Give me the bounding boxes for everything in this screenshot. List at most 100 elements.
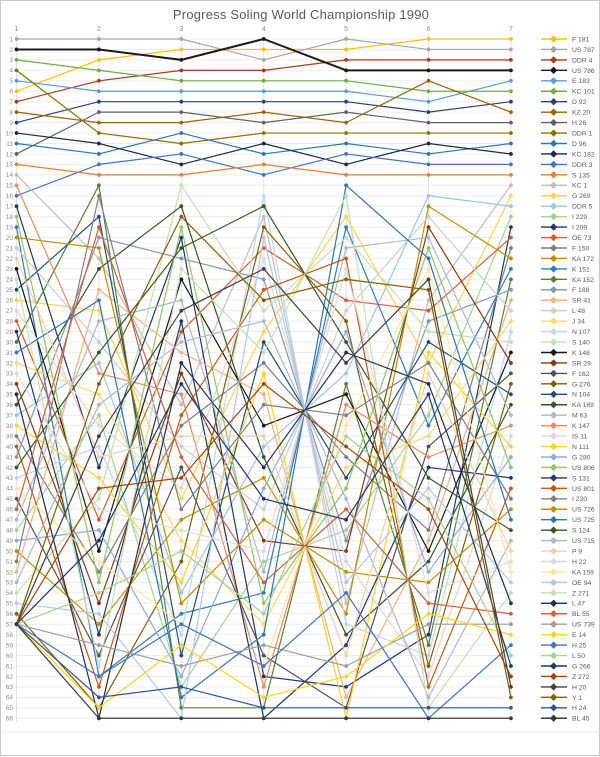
data-point-marker xyxy=(344,570,348,574)
data-point-marker xyxy=(509,235,513,240)
legend-marker-icon xyxy=(549,547,558,555)
data-point-marker xyxy=(509,601,513,606)
legend-marker-icon xyxy=(549,672,558,681)
data-point-marker xyxy=(509,225,513,230)
data-point-marker xyxy=(344,308,348,313)
data-point-marker xyxy=(14,392,19,397)
data-point-marker xyxy=(261,632,266,637)
data-point-marker xyxy=(97,371,101,376)
legend-entry-label: F 181 xyxy=(572,36,590,43)
data-point-marker xyxy=(426,141,431,146)
x-axis-tick-label: 1 xyxy=(15,26,19,33)
legend-entry-label: E 183 xyxy=(572,78,590,85)
data-point-marker xyxy=(179,58,184,62)
data-point-marker xyxy=(14,277,19,282)
y-axis-tick-label: 10 xyxy=(6,130,14,137)
y-axis-tick-label: 43 xyxy=(6,475,14,482)
data-point-marker xyxy=(97,507,101,512)
data-point-marker xyxy=(344,78,348,83)
data-point-marker xyxy=(344,528,348,533)
data-point-marker xyxy=(344,465,348,470)
data-point-marker xyxy=(179,632,184,637)
data-point-marker xyxy=(261,131,266,135)
legend-marker-icon xyxy=(549,254,558,263)
y-axis-tick-label: 12 xyxy=(6,151,14,158)
legend-entry-label: SR 29 xyxy=(572,360,591,367)
legend-entry-label: D 96 xyxy=(572,141,587,148)
data-point-marker xyxy=(14,89,19,94)
data-point-marker xyxy=(344,381,348,386)
data-point-marker xyxy=(179,141,184,146)
data-point-marker xyxy=(97,78,101,83)
data-point-marker xyxy=(179,340,184,344)
legend-entry-label: KA 169 xyxy=(572,402,594,409)
legend-entry-label: F 150 xyxy=(572,245,590,252)
data-point-marker xyxy=(179,559,184,564)
legend-marker-icon xyxy=(549,704,558,712)
y-axis-tick-label: 24 xyxy=(6,277,14,284)
data-point-marker xyxy=(509,476,513,480)
data-point-marker xyxy=(344,131,348,135)
legend-marker-icon xyxy=(549,244,558,252)
data-point-marker xyxy=(179,611,184,616)
y-axis-tick-label: 20 xyxy=(6,235,14,242)
data-point-marker xyxy=(426,131,431,135)
y-axis-tick-label: 9 xyxy=(9,120,13,127)
y-axis-tick-label: 30 xyxy=(6,339,14,346)
y-axis-tick-label: 23 xyxy=(6,266,14,273)
data-point-marker xyxy=(179,214,184,219)
data-point-marker xyxy=(179,402,184,407)
data-point-marker xyxy=(14,225,19,230)
data-point-marker xyxy=(426,455,431,459)
data-point-marker xyxy=(261,486,266,491)
data-point-marker xyxy=(179,674,184,679)
data-point-marker xyxy=(509,455,513,459)
legend-marker-icon xyxy=(549,139,558,148)
data-point-marker xyxy=(261,611,266,616)
data-point-marker xyxy=(14,580,19,585)
y-axis-tick-label: 61 xyxy=(6,663,14,670)
data-point-marker xyxy=(261,256,266,261)
legend-marker-icon xyxy=(549,212,558,221)
data-point-marker xyxy=(97,653,101,658)
data-point-marker xyxy=(344,392,348,397)
data-point-marker xyxy=(14,622,19,627)
legend-entry-label: H 24 xyxy=(572,705,587,712)
y-axis-tick-label: 7 xyxy=(9,99,13,106)
data-point-marker xyxy=(344,507,348,512)
data-point-marker xyxy=(261,152,266,156)
legend-entry-label: S 124 xyxy=(572,528,590,535)
legend-entry-label: L 48 xyxy=(572,308,585,315)
data-point-marker xyxy=(14,517,19,522)
data-point-marker xyxy=(97,89,101,94)
data-point-marker xyxy=(97,465,101,470)
data-point-marker xyxy=(426,549,431,553)
data-point-marker xyxy=(261,517,266,522)
data-point-marker xyxy=(179,622,184,627)
y-axis-tick-label: 32 xyxy=(6,360,14,367)
data-point-marker xyxy=(509,643,513,647)
legend-entry-label: S 135 xyxy=(572,172,590,179)
legend-entry-label: IS 11 xyxy=(572,434,588,441)
data-point-marker xyxy=(261,350,266,355)
data-point-marker xyxy=(509,287,513,292)
data-point-marker xyxy=(14,193,19,198)
data-point-marker xyxy=(426,47,431,52)
data-point-marker xyxy=(509,277,513,282)
y-axis-tick-label: 42 xyxy=(6,465,14,472)
data-point-marker xyxy=(14,476,19,480)
legend-marker-icon xyxy=(549,160,558,169)
x-axis-tick-label: 3 xyxy=(179,26,183,33)
data-point-marker xyxy=(344,120,348,125)
data-point-marker xyxy=(426,685,431,689)
legend-marker-icon xyxy=(549,589,558,597)
legend-marker-icon xyxy=(549,714,558,722)
legend-marker-icon xyxy=(549,662,558,670)
legend-marker-icon xyxy=(549,296,558,304)
data-point-marker xyxy=(14,78,19,83)
data-point-marker xyxy=(261,340,266,344)
data-point-marker xyxy=(179,308,184,313)
data-point-marker xyxy=(426,235,431,240)
data-point-marker xyxy=(426,486,431,491)
legend-entry-label: US 801 xyxy=(572,486,595,493)
